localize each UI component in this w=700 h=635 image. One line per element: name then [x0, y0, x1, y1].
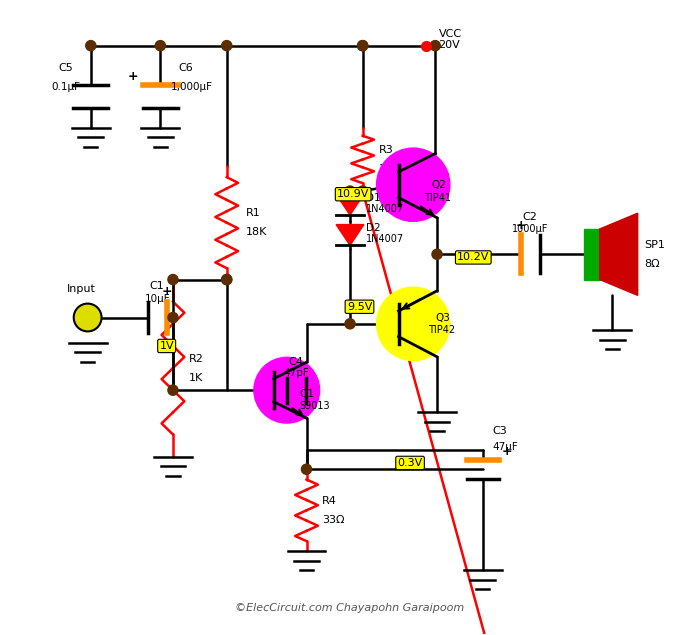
- Text: 1V: 1V: [160, 341, 174, 351]
- Polygon shape: [336, 194, 364, 215]
- Circle shape: [168, 312, 178, 323]
- Circle shape: [377, 148, 450, 222]
- Circle shape: [222, 274, 232, 284]
- Text: D1: D1: [366, 192, 380, 203]
- Text: R3: R3: [379, 145, 393, 155]
- Text: +: +: [161, 285, 172, 298]
- Text: 0.3V: 0.3V: [398, 458, 423, 468]
- Circle shape: [85, 41, 96, 51]
- Circle shape: [168, 274, 178, 284]
- Text: R1: R1: [246, 208, 260, 218]
- Text: 0.1µF: 0.1µF: [51, 82, 80, 92]
- Text: C3: C3: [492, 427, 507, 436]
- Circle shape: [345, 319, 355, 329]
- Polygon shape: [336, 225, 364, 245]
- Text: VCC
20V: VCC 20V: [438, 29, 461, 50]
- Text: 10.9V: 10.9V: [337, 189, 370, 199]
- Text: +: +: [515, 219, 526, 232]
- Bar: [584, 229, 600, 279]
- Text: R4: R4: [322, 496, 337, 506]
- Text: D2: D2: [366, 223, 380, 233]
- Text: Input: Input: [67, 284, 96, 294]
- Circle shape: [358, 41, 368, 51]
- Text: 8Ω: 8Ω: [644, 259, 659, 269]
- Circle shape: [358, 186, 368, 196]
- Text: 47pF: 47pF: [284, 368, 309, 378]
- Text: 10.2V: 10.2V: [457, 253, 489, 262]
- Circle shape: [430, 41, 440, 51]
- Text: Output: Output: [587, 235, 629, 248]
- Circle shape: [74, 304, 102, 331]
- Text: TIP41: TIP41: [424, 192, 452, 203]
- Text: ©ElecCircuit.com Chayapohn Garaipoom: ©ElecCircuit.com Chayapohn Garaipoom: [235, 603, 465, 613]
- Text: C2: C2: [523, 211, 538, 222]
- Text: +: +: [502, 445, 512, 458]
- Text: 1,000µF: 1,000µF: [171, 82, 213, 92]
- Text: Q1: Q1: [300, 389, 314, 399]
- Circle shape: [432, 249, 442, 259]
- Circle shape: [222, 274, 232, 284]
- Text: Q3: Q3: [435, 312, 450, 323]
- Text: 1K: 1K: [379, 164, 393, 174]
- Text: 1N4007: 1N4007: [366, 234, 404, 244]
- Text: 10µF: 10µF: [144, 294, 170, 304]
- Text: 1N4007: 1N4007: [366, 204, 404, 214]
- Text: 18K: 18K: [246, 227, 267, 237]
- Circle shape: [377, 287, 450, 361]
- Circle shape: [155, 41, 165, 51]
- Text: S9013: S9013: [300, 401, 330, 411]
- Polygon shape: [600, 213, 638, 295]
- Text: 9.5V: 9.5V: [346, 302, 372, 312]
- Circle shape: [358, 41, 368, 51]
- Text: +: +: [127, 70, 138, 83]
- Text: C6: C6: [178, 63, 193, 73]
- Text: C1: C1: [150, 281, 164, 291]
- Text: R2: R2: [189, 354, 204, 364]
- Circle shape: [254, 358, 320, 423]
- Text: 33Ω: 33Ω: [322, 515, 345, 525]
- Text: 1K: 1K: [189, 373, 203, 383]
- Text: 47µF: 47µF: [492, 442, 518, 452]
- Text: TIP42: TIP42: [428, 325, 455, 335]
- Text: SP1: SP1: [644, 240, 665, 250]
- Text: 1000µF: 1000µF: [512, 224, 548, 234]
- Text: Q2: Q2: [432, 180, 447, 190]
- Circle shape: [222, 41, 232, 51]
- Circle shape: [302, 464, 312, 474]
- Text: C5: C5: [58, 63, 73, 73]
- Text: C4: C4: [289, 357, 304, 367]
- Circle shape: [168, 385, 178, 395]
- Circle shape: [345, 186, 355, 196]
